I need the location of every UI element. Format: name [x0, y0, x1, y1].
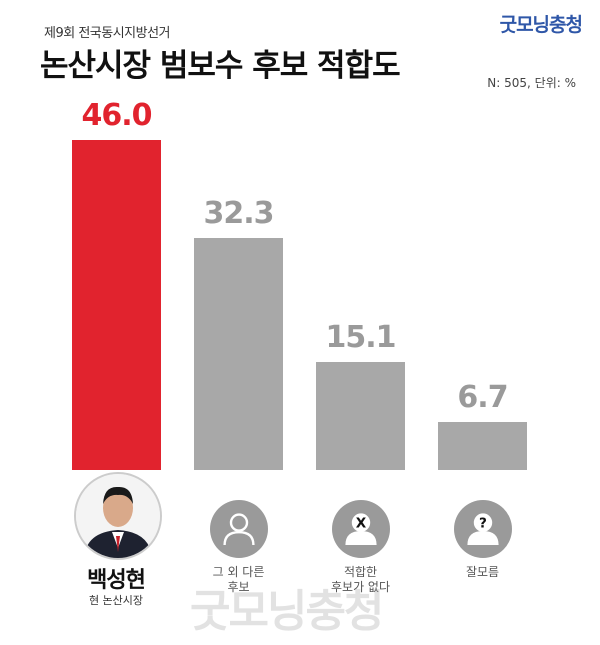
category-icon-2: X [331, 500, 390, 558]
category-label-line: 그 외 다른 [212, 565, 265, 579]
category-label-1: 그 외 다른 후보 [184, 565, 294, 595]
category-label-3: 잘모름 [428, 565, 538, 580]
bar-1 [194, 238, 283, 470]
question-person-icon: ? [466, 513, 499, 546]
watermark: 굿모닝충청 [190, 586, 384, 637]
category-label-2: 적합한 후보가 없다 [306, 565, 416, 595]
x-person-icon-mark: X [355, 515, 366, 531]
category-label-line: 적합한 [343, 565, 378, 579]
category-icon-3: ? [453, 500, 512, 558]
person-icon [222, 513, 255, 546]
brand-logo: 굿모닝충청 [499, 14, 583, 36]
x-person-icon: X [344, 513, 377, 546]
person-photo-icon [76, 474, 160, 558]
data-label-1: 32.3 [203, 196, 274, 231]
category-label-line: 후보가 없다 [330, 580, 390, 594]
bar-0 [72, 140, 161, 470]
data-label-0: 46.0 [81, 98, 152, 133]
category-icon-1 [209, 500, 268, 558]
candidate-name: 백성현 [87, 568, 146, 593]
bar-2 [316, 362, 405, 470]
bar-3 [438, 422, 527, 470]
candidate-role: 현 논산시장 [88, 594, 144, 607]
candidate-photo [74, 472, 162, 560]
question-person-icon-mark: ? [479, 515, 487, 531]
category-label-line: 잘모름 [465, 565, 500, 579]
sample-info: N: 505, 단위: % [487, 76, 576, 90]
data-label-2: 15.1 [325, 320, 396, 355]
page-title: 논산시장 범보수 후보 적합도 [40, 48, 401, 84]
subtitle: 제9회 전국동시지방선거 [44, 26, 171, 41]
category-label-line: 후보 [227, 580, 250, 594]
data-label-3: 6.7 [457, 380, 508, 415]
